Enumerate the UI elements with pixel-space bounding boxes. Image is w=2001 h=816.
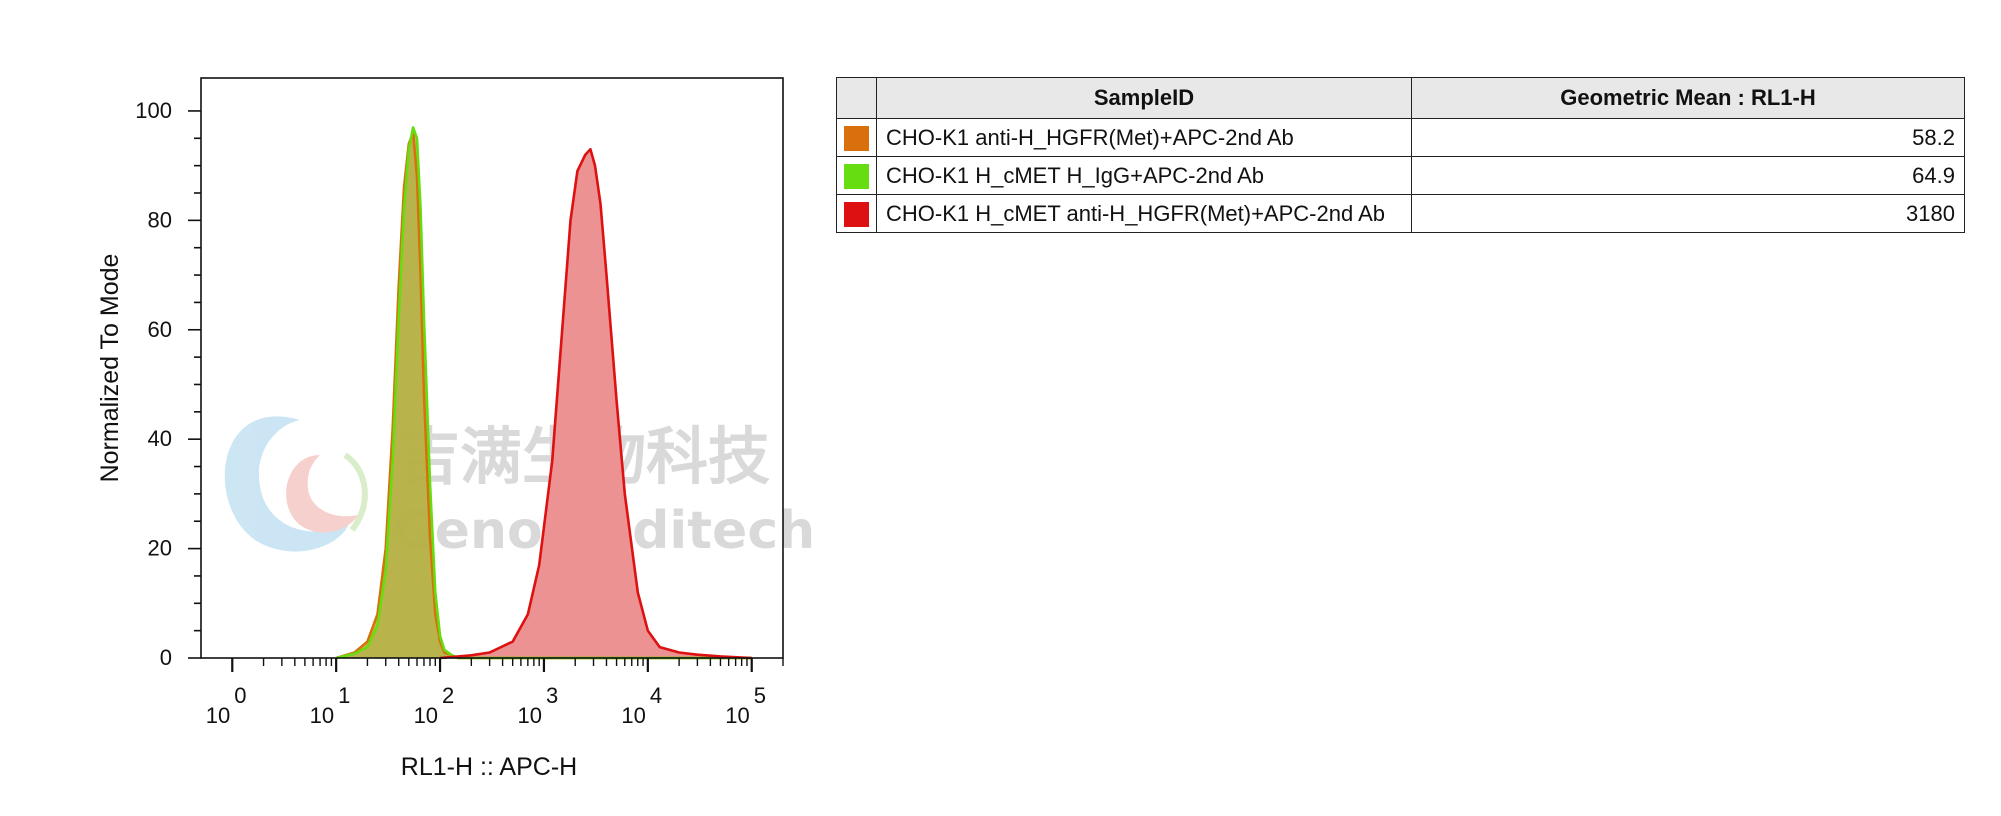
x-tick-label: 10 xyxy=(725,703,749,728)
y-tick-label: 40 xyxy=(148,426,172,451)
y-tick-label: 100 xyxy=(135,98,172,123)
sample-id-cell: CHO-K1 anti-H_HGFR(Met)+APC-2nd Ab xyxy=(876,118,1412,157)
series-layer xyxy=(335,126,752,660)
sample-id-cell: CHO-K1 H_cMET anti-H_HGFR(Met)+APC-2nd A… xyxy=(876,194,1412,233)
y-tick-label: 20 xyxy=(148,536,172,561)
y-tick-label: 60 xyxy=(148,317,172,342)
series-color-swatch xyxy=(844,201,869,227)
x-tick-exponent: 2 xyxy=(442,683,454,708)
geometric-mean-cell: 64.9 xyxy=(1411,156,1965,195)
series-fill-1 xyxy=(336,127,752,658)
x-tick-label: 10 xyxy=(206,703,230,728)
sample-id-header: SampleID xyxy=(876,77,1412,119)
series-color-swatch xyxy=(844,163,869,189)
x-tick-exponent: 5 xyxy=(754,683,766,708)
table-row: CHO-K1 H_cMET H_IgG+APC-2nd Ab 64.9 xyxy=(836,156,1965,195)
y-tick-label: 0 xyxy=(160,645,172,670)
x-tick-label: 10 xyxy=(310,703,334,728)
sample-legend-table: SampleID Geometric Mean : RL1-H CHO-K1 a… xyxy=(836,77,1965,233)
y-axis: 0 20 40 60 80 100 xyxy=(135,98,201,670)
x-tick-exponent: 4 xyxy=(650,683,662,708)
x-tick-exponent: 1 xyxy=(338,683,350,708)
x-tick-label: 10 xyxy=(517,703,541,728)
series-fill-2 xyxy=(440,149,752,658)
sample-id-cell: CHO-K1 H_cMET H_IgG+APC-2nd Ab xyxy=(876,156,1412,195)
y-tick-label: 80 xyxy=(148,207,172,232)
watermark: 吉满生物科技 Genomeditech xyxy=(224,416,815,561)
y-axis-title: Normalized To Mode xyxy=(96,254,124,483)
watermark-logo-icon xyxy=(224,416,368,552)
geometric-mean-cell: 58.2 xyxy=(1411,118,1965,157)
x-tick-label: 10 xyxy=(414,703,438,728)
x-tick-label: 10 xyxy=(621,703,645,728)
swatch-header xyxy=(836,77,877,119)
table-header-row: SampleID Geometric Mean : RL1-H xyxy=(836,77,1965,119)
plot-frame xyxy=(200,77,784,659)
series-color-swatch xyxy=(844,125,869,151)
x-tick-exponent: 3 xyxy=(546,683,558,708)
geometric-mean-header: Geometric Mean : RL1-H xyxy=(1411,77,1965,119)
geometric-mean-cell: 3180 xyxy=(1411,194,1965,233)
table-row: CHO-K1 anti-H_HGFR(Met)+APC-2nd Ab 58.2 xyxy=(836,118,1965,157)
table-row: CHO-K1 H_cMET anti-H_HGFR(Met)+APC-2nd A… xyxy=(836,194,1965,233)
x-axis-title: RL1-H :: APC-H xyxy=(401,753,577,781)
x-tick-exponent: 0 xyxy=(234,683,246,708)
series-line-2 xyxy=(439,147,752,660)
